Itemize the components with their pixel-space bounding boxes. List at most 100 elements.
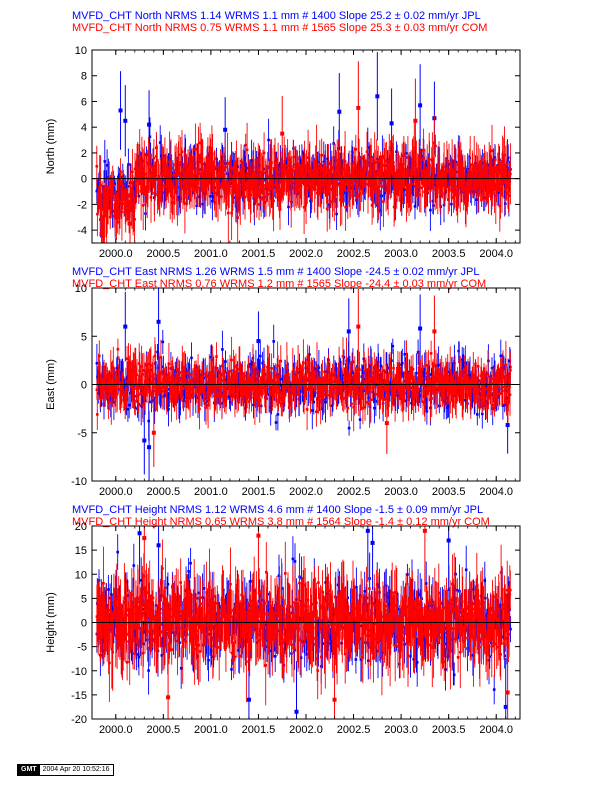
data-point bbox=[243, 374, 247, 378]
data-point bbox=[230, 651, 234, 655]
data-point bbox=[105, 635, 109, 639]
data-point bbox=[244, 407, 247, 410]
data-point bbox=[472, 164, 476, 168]
data-point bbox=[506, 402, 510, 405]
data-point bbox=[471, 619, 474, 622]
data-point bbox=[322, 184, 326, 187]
data-point bbox=[113, 182, 116, 185]
data-point bbox=[267, 369, 270, 372]
data-point bbox=[212, 595, 216, 598]
data-point bbox=[344, 194, 348, 197]
data-point bbox=[156, 615, 160, 618]
data-point bbox=[276, 176, 279, 179]
data-point bbox=[437, 618, 440, 622]
data-point bbox=[157, 381, 160, 385]
data-point bbox=[165, 612, 169, 615]
data-point bbox=[168, 629, 171, 633]
data-point bbox=[179, 399, 182, 402]
data-point bbox=[116, 211, 119, 214]
data-point bbox=[136, 166, 139, 170]
data-point bbox=[184, 176, 188, 180]
data-point bbox=[242, 387, 245, 390]
data-point bbox=[164, 181, 167, 185]
data-point bbox=[217, 390, 221, 393]
data-point bbox=[128, 369, 131, 372]
data-point bbox=[346, 189, 350, 192]
data-point bbox=[284, 373, 287, 377]
data-point bbox=[392, 205, 396, 209]
data-point bbox=[421, 367, 424, 371]
data-point bbox=[335, 212, 338, 216]
data-point bbox=[136, 615, 139, 618]
data-point bbox=[318, 616, 321, 620]
data-point bbox=[384, 604, 387, 608]
data-point bbox=[291, 557, 295, 561]
data-point bbox=[419, 625, 422, 629]
data-point bbox=[357, 392, 361, 395]
data-point bbox=[424, 192, 428, 195]
data-point bbox=[201, 375, 205, 379]
data-point bbox=[394, 173, 398, 176]
data-point bbox=[149, 196, 153, 199]
data-point bbox=[376, 360, 380, 364]
data-point bbox=[351, 385, 355, 388]
data-point bbox=[138, 155, 141, 159]
data-point bbox=[342, 589, 346, 593]
data-point bbox=[321, 178, 324, 182]
data-point bbox=[274, 376, 277, 379]
data-point bbox=[429, 352, 433, 355]
data-point bbox=[241, 381, 244, 385]
data-point bbox=[320, 388, 324, 392]
data-point bbox=[343, 167, 346, 170]
data-point bbox=[494, 390, 497, 394]
data-point bbox=[174, 379, 178, 383]
data-point bbox=[345, 359, 348, 363]
data-point bbox=[202, 170, 206, 174]
data-point bbox=[111, 651, 114, 654]
data-point bbox=[177, 397, 181, 401]
data-point bbox=[439, 180, 443, 184]
data-point bbox=[439, 389, 443, 392]
data-point bbox=[431, 159, 434, 162]
data-point bbox=[379, 165, 382, 168]
data-point bbox=[108, 381, 112, 384]
data-point bbox=[293, 604, 297, 607]
data-point bbox=[260, 604, 263, 607]
data-point bbox=[407, 395, 410, 398]
data-point bbox=[116, 347, 120, 351]
data-point bbox=[108, 661, 111, 665]
data-point bbox=[258, 639, 261, 642]
data-point bbox=[459, 163, 463, 166]
data-point bbox=[348, 634, 352, 638]
data-point bbox=[379, 619, 382, 622]
data-point bbox=[361, 407, 365, 410]
data-point bbox=[459, 181, 462, 185]
data-point bbox=[490, 641, 493, 645]
data-point bbox=[320, 625, 324, 628]
data-point bbox=[152, 156, 156, 160]
data-point bbox=[422, 657, 426, 660]
data-point bbox=[382, 369, 386, 372]
data-point bbox=[106, 376, 109, 380]
data-point bbox=[296, 162, 299, 166]
data-point bbox=[358, 387, 361, 390]
data-point bbox=[336, 612, 339, 615]
data-point bbox=[471, 654, 475, 657]
data-point bbox=[308, 353, 311, 356]
outlier-point bbox=[128, 221, 133, 226]
data-point bbox=[452, 609, 455, 612]
data-point bbox=[457, 385, 461, 389]
data-point bbox=[219, 162, 222, 166]
data-point bbox=[393, 191, 396, 195]
data-point bbox=[433, 633, 436, 636]
data-point bbox=[256, 394, 259, 398]
data-point bbox=[135, 159, 139, 162]
data-point bbox=[150, 392, 154, 395]
data-point bbox=[101, 613, 104, 617]
data-point bbox=[495, 386, 498, 390]
data-point bbox=[182, 628, 185, 631]
data-point bbox=[212, 373, 216, 377]
data-point bbox=[350, 381, 354, 385]
data-point bbox=[382, 603, 386, 606]
data-point bbox=[147, 163, 150, 167]
